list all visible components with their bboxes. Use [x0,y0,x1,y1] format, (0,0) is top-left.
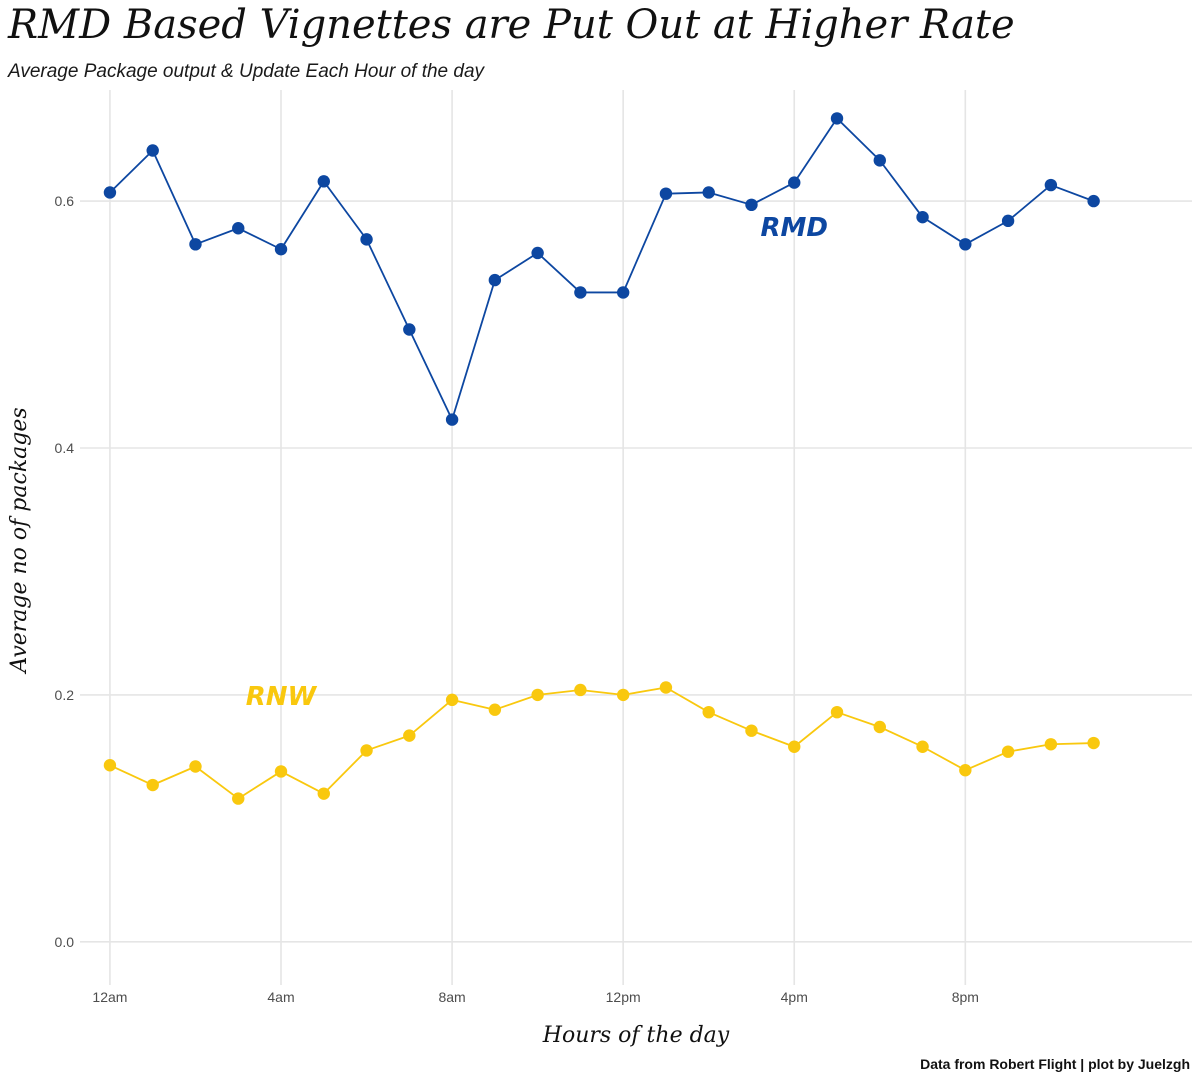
data-point-rmd [317,175,330,188]
y-tick-label: 0.6 [55,193,75,209]
data-point-rmd [830,112,844,125]
data-point-rnw [488,703,502,716]
x-tick-label: 8am [438,989,465,1005]
y-axis-title: Average no of packages [7,407,32,674]
data-point-rmd [403,323,416,336]
data-point-rnw [659,681,673,694]
x-tick-label: 8pm [952,989,979,1005]
data-point-rmd [488,273,502,287]
data-point-rnw [274,765,288,778]
series-labels: RMD RNW [246,213,828,712]
data-point-rmd [745,198,758,212]
data-point-rmd [873,154,886,167]
y-tick-label: 0.2 [55,687,75,703]
data-point-rnw [189,760,202,773]
data-point-rmd [1087,194,1100,208]
data-point-rnw [403,729,416,742]
series-label-rmd: RMD [761,213,828,243]
series-rnw [103,681,1100,805]
chart-caption: Data from Robert Flight | plot by Juelzg… [920,1056,1190,1072]
data-point-rnw [745,724,758,737]
data-point-rnw [445,693,459,707]
data-point-rnw [788,740,801,753]
data-point-rmd [959,238,972,251]
data-point-rnw [574,683,587,697]
data-point-rnw [1001,745,1015,758]
data-point-rnw [103,759,117,772]
x-axis-title: Hours of the day [542,1023,730,1048]
data-point-rnw [873,720,886,734]
series-line-rnw [109,686,1094,800]
y-tick-label: 0.0 [55,934,75,950]
chart-title: RMD Based Vignettes are Put Out at Highe… [7,2,1015,48]
data-point-rmd [702,186,715,199]
series-label-rnw: RNW [246,682,318,712]
grid [80,90,1192,985]
data-point-rmd [1044,178,1058,192]
series-rmd [103,112,1100,426]
data-point-rmd [1001,214,1015,228]
data-point-rnw [232,792,245,805]
data-point-rmd [146,144,159,157]
y-tick-label: 0.4 [55,440,75,456]
data-point-rnw [1087,736,1100,750]
data-point-rmd [788,176,801,189]
data-point-rnw [959,764,972,777]
data-point-rnw [531,688,544,702]
data-point-rnw [360,744,373,757]
data-point-rmd [616,286,630,299]
data-point-rnw [1044,738,1058,751]
y-axis-ticks: 0.0 0.2 0.4 0.6 [55,193,75,950]
data-point-rmd [445,413,459,426]
data-point-rmd [103,186,117,199]
data-point-rnw [317,787,330,800]
data-point-rnw [616,688,630,702]
data-point-rmd [274,243,288,256]
data-point-rmd [232,222,245,235]
chart-subtitle: Average Package output & Update Each Hou… [7,61,486,82]
series-group [103,112,1100,805]
data-point-rnw [916,740,929,753]
data-point-rmd [531,246,544,260]
x-axis-ticks: 12am 4am 8am 12pm 4pm 8pm [92,989,979,1005]
data-point-rmd [916,210,929,224]
data-point-rnw [830,705,844,719]
x-tick-label: 12am [92,989,127,1005]
data-point-rnw [702,705,715,719]
x-tick-label: 12pm [606,989,641,1005]
data-point-rmd [360,233,373,246]
data-point-rmd [659,187,673,200]
x-tick-label: 4pm [781,989,808,1005]
series-line-rmd [109,117,1094,421]
data-point-rnw [146,778,159,792]
data-point-rmd [574,286,587,299]
x-tick-label: 4am [267,989,294,1005]
data-point-rmd [189,238,202,251]
